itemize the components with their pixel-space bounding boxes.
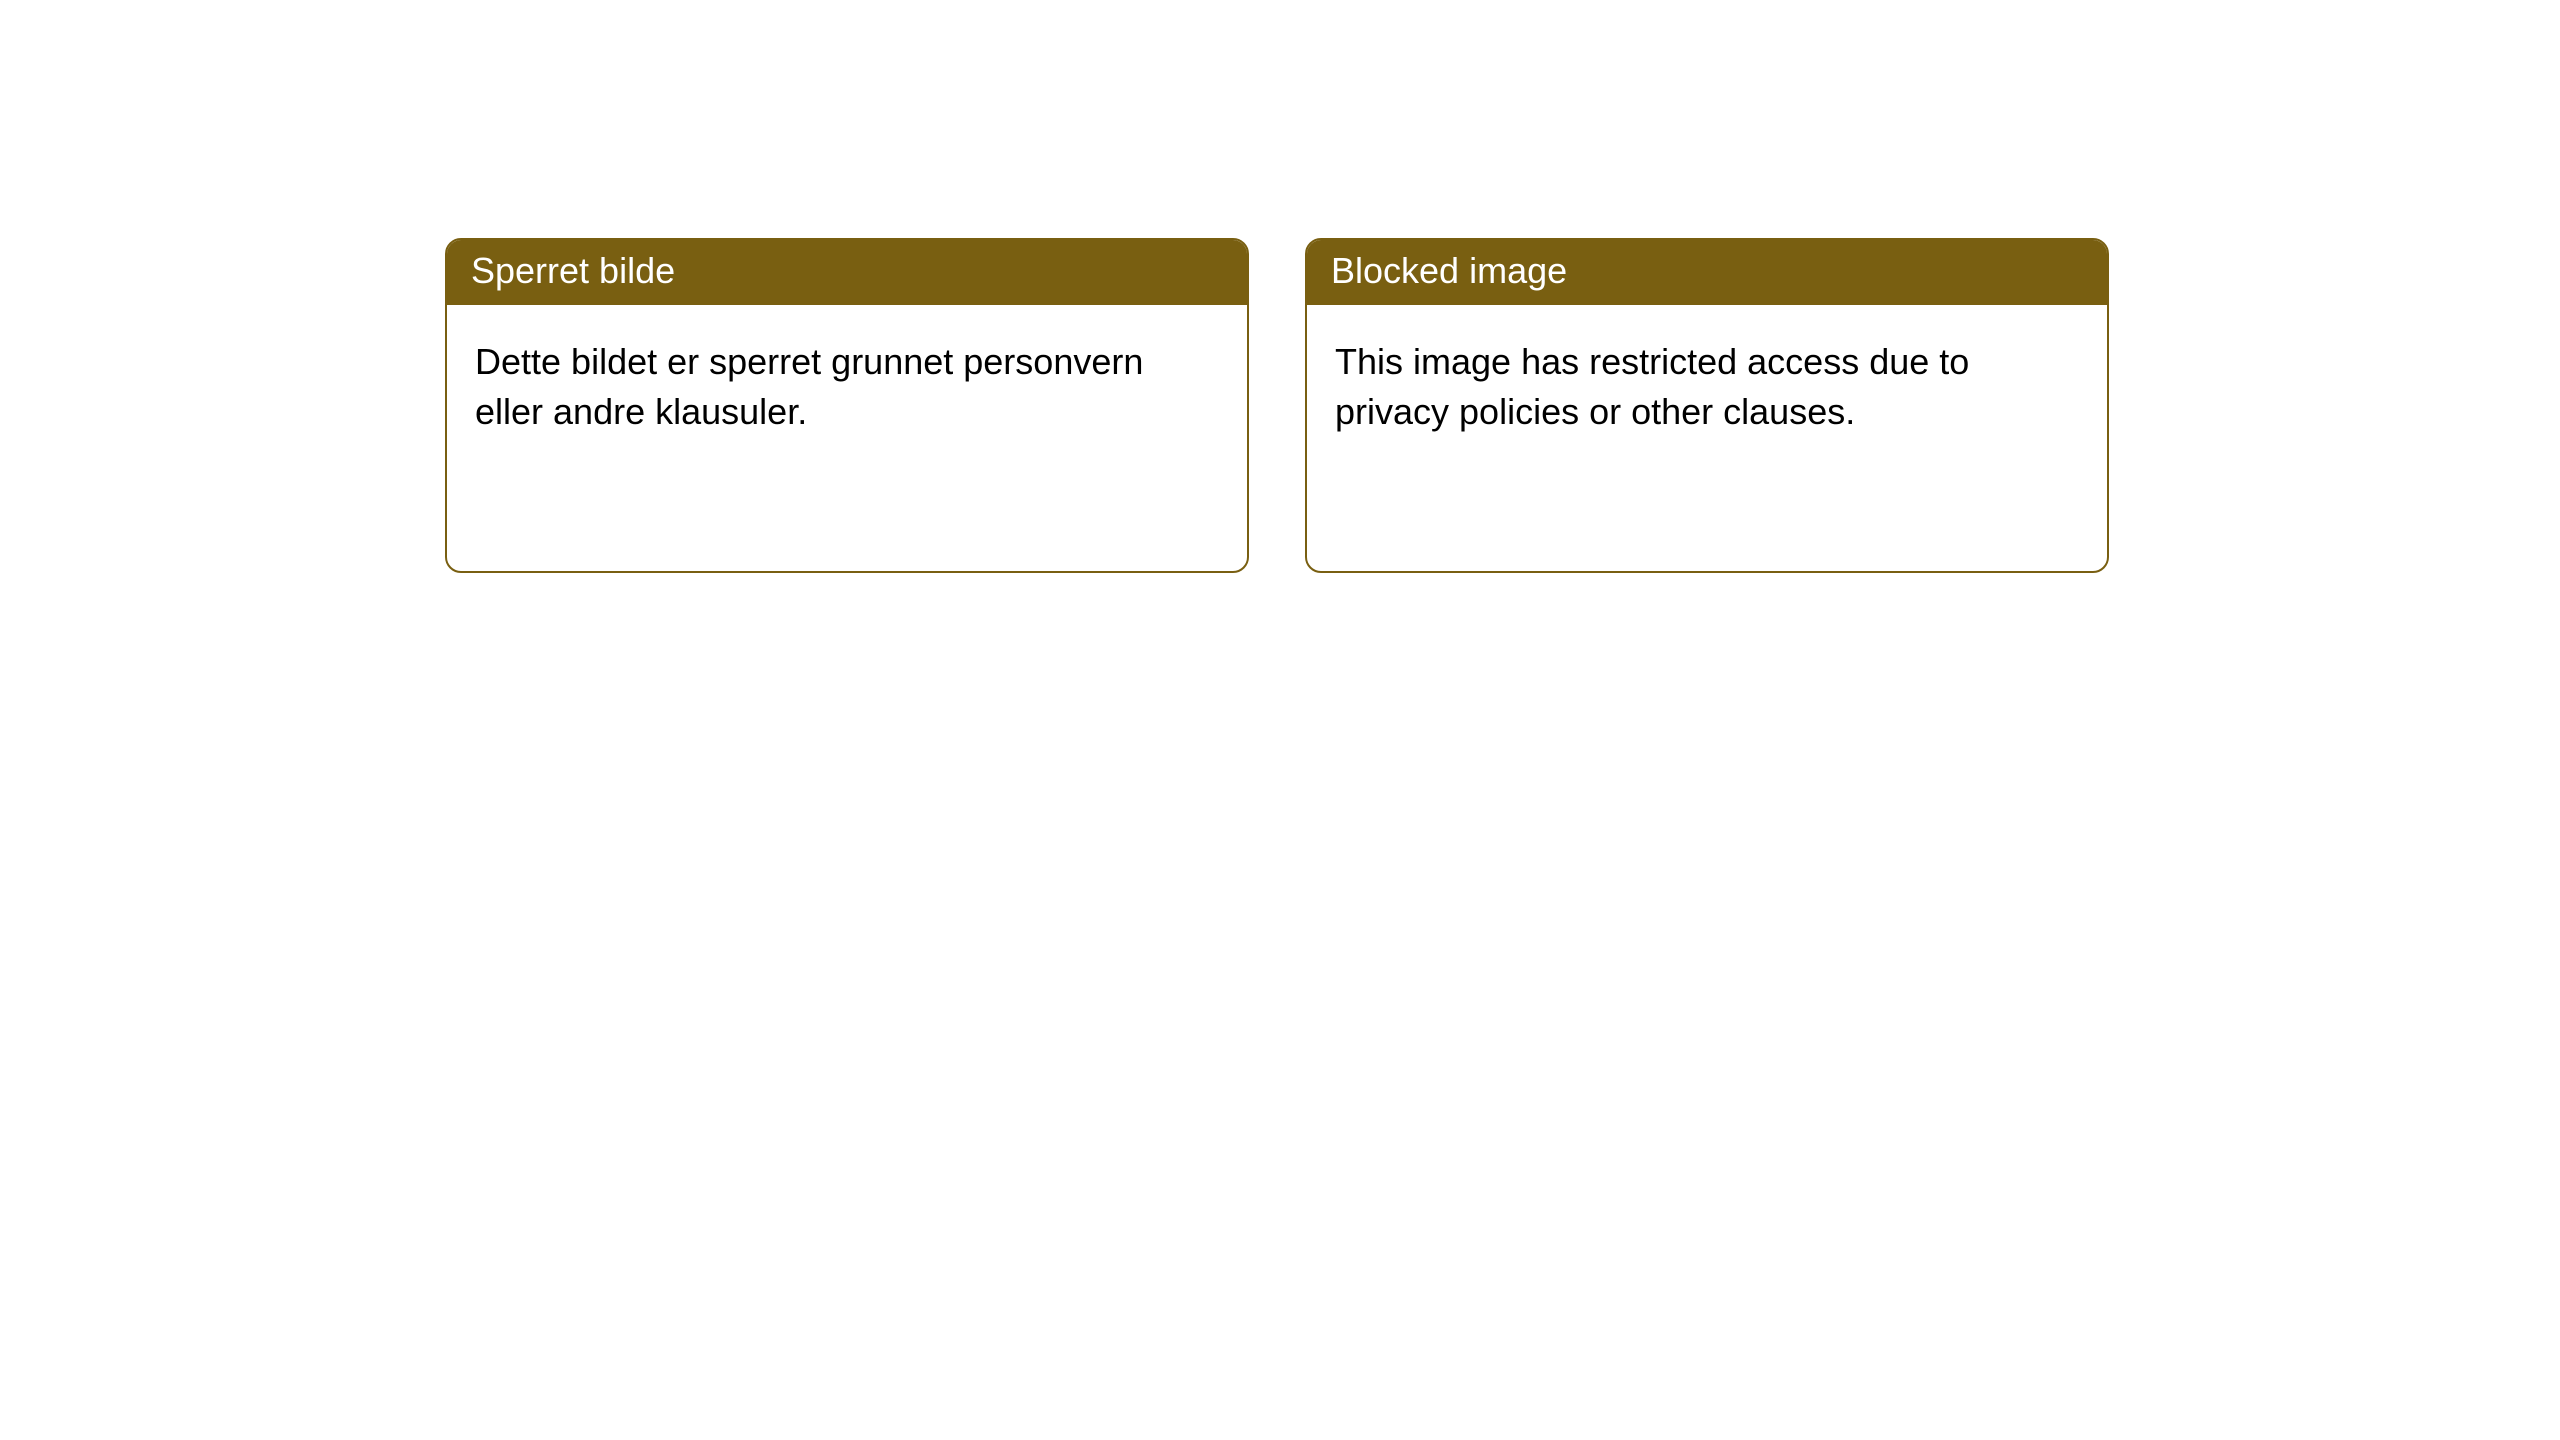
notice-card-norwegian: Sperret bilde Dette bildet er sperret gr… bbox=[445, 238, 1249, 573]
notice-card-english: Blocked image This image has restricted … bbox=[1305, 238, 2109, 573]
notice-body: Dette bildet er sperret grunnet personve… bbox=[447, 305, 1247, 470]
notice-header: Sperret bilde bbox=[447, 240, 1247, 305]
notice-container: Sperret bilde Dette bildet er sperret gr… bbox=[0, 0, 2560, 573]
notice-body: This image has restricted access due to … bbox=[1307, 305, 2107, 470]
notice-header: Blocked image bbox=[1307, 240, 2107, 305]
